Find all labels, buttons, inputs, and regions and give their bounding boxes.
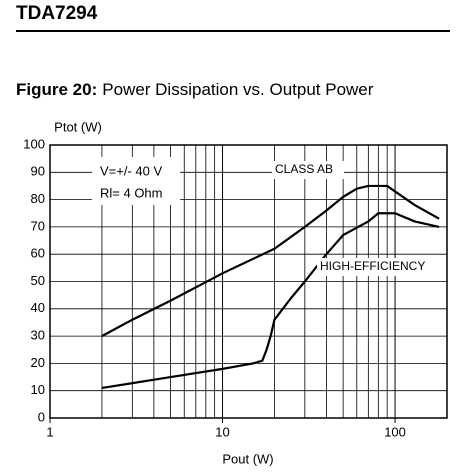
x-tick-label: 10 xyxy=(215,424,229,439)
annotation: Rl= 4 Ohm xyxy=(100,185,163,200)
y-axis-label: Ptot (W) xyxy=(54,119,102,134)
figure-caption: Figure 20: Power Dissipation vs. Output P… xyxy=(16,80,374,99)
y-tick-label: 0 xyxy=(38,409,45,424)
chart-title: Power Dissipation vs. Output Power xyxy=(102,80,374,99)
annotation: V=+/- 40 V xyxy=(100,163,162,178)
y-tick-label: 40 xyxy=(31,300,45,315)
y-tick-label: 70 xyxy=(31,218,45,233)
x-axis-label: Pout (W) xyxy=(222,451,273,466)
y-tick-label: 20 xyxy=(31,355,45,370)
figure-label: Figure 20: xyxy=(16,80,97,99)
annotation-box xyxy=(92,157,180,205)
series-label-bg xyxy=(317,258,439,276)
series-label: CLASS AB xyxy=(275,162,333,176)
y-tick-label: 10 xyxy=(31,382,45,397)
y-tick-label: 80 xyxy=(31,191,45,206)
x-tick-label: 100 xyxy=(384,424,406,439)
y-tick-label: 50 xyxy=(31,273,45,288)
series-label: HIGH-EFFICIENCY xyxy=(320,259,425,273)
series-line xyxy=(101,184,440,338)
plot-frame xyxy=(49,144,448,419)
x-tick-label: 1 xyxy=(46,424,53,439)
y-tick-label: 100 xyxy=(23,136,45,151)
y-tick-label: 90 xyxy=(31,164,45,179)
series-line xyxy=(101,212,440,390)
y-tick-label: 30 xyxy=(31,328,45,343)
header-title: TDA7294 xyxy=(16,3,98,24)
series-label-bg xyxy=(272,161,344,179)
y-tick-label: 60 xyxy=(31,246,45,261)
